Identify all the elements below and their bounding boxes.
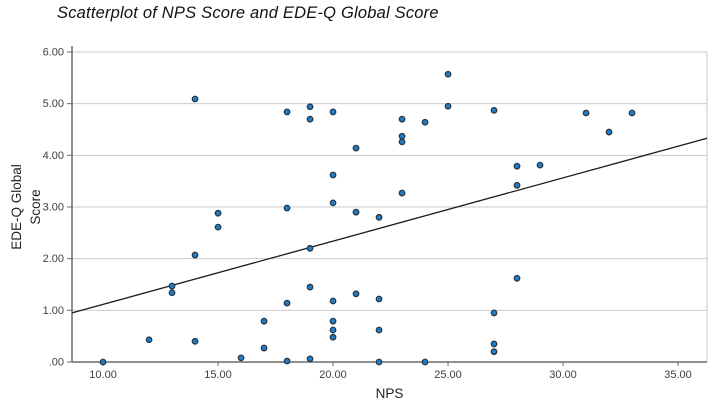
y-tick-label: .00: [49, 357, 64, 369]
data-point: [398, 138, 406, 146]
x-tick-label: 15.00: [204, 369, 232, 381]
y-tick-label: 5.00: [43, 98, 64, 110]
data-point: [421, 358, 429, 366]
data-point: [99, 358, 107, 366]
data-point: [329, 333, 337, 341]
x-tick-label: 20.00: [319, 369, 347, 381]
data-point: [214, 223, 222, 231]
data-point: [375, 295, 383, 303]
data-point: [306, 244, 314, 252]
data-point: [283, 299, 291, 307]
data-point: [260, 317, 268, 325]
data-point: [145, 336, 153, 344]
data-point: [329, 108, 337, 116]
data-point: [490, 106, 498, 114]
x-tick-label: 30.00: [549, 369, 577, 381]
x-tick-label: 35.00: [664, 369, 692, 381]
y-tick-label: 3.00: [43, 202, 64, 214]
data-point: [490, 348, 498, 356]
data-point: [329, 317, 337, 325]
x-axis-title: NPS: [375, 386, 404, 401]
data-point: [444, 102, 452, 110]
data-point: [283, 108, 291, 116]
data-point: [490, 309, 498, 317]
data-point: [490, 340, 498, 348]
data-point: [628, 109, 636, 117]
data-point: [398, 132, 406, 140]
data-point: [352, 144, 360, 152]
data-point: [168, 282, 176, 290]
data-point: [398, 115, 406, 123]
chart-title: Scatterplot of NPS Score and EDE-Q Globa…: [57, 4, 439, 22]
data-point: [306, 103, 314, 111]
data-point: [306, 283, 314, 291]
data-point: [283, 357, 291, 365]
data-point: [191, 95, 199, 103]
data-point: [375, 358, 383, 366]
data-point: [352, 290, 360, 298]
data-point: [536, 161, 544, 169]
data-point: [191, 337, 199, 345]
data-point: [329, 297, 337, 305]
data-point: [375, 326, 383, 334]
data-point: [513, 274, 521, 282]
data-point: [237, 354, 245, 362]
data-point: [513, 162, 521, 170]
data-point: [352, 208, 360, 216]
y-tick-label: 4.00: [43, 150, 64, 162]
y-tick-label: 6.00: [43, 47, 64, 59]
regression-line: [71, 137, 708, 314]
data-point: [375, 213, 383, 221]
data-point: [329, 171, 337, 179]
data-point: [306, 355, 314, 363]
y-tick-label: 2.00: [43, 253, 64, 265]
data-point: [329, 199, 337, 207]
y-tick-label: 1.00: [43, 305, 64, 317]
data-point: [398, 189, 406, 197]
data-point: [513, 181, 521, 189]
x-tick-label: 25.00: [434, 369, 462, 381]
data-point: [329, 326, 337, 334]
data-point: [306, 115, 314, 123]
data-point: [283, 204, 291, 212]
x-tick-label: 10.00: [89, 369, 117, 381]
data-point: [444, 70, 452, 78]
data-point: [582, 109, 590, 117]
data-point: [214, 209, 222, 217]
data-point: [191, 251, 199, 259]
data-point: [168, 289, 176, 297]
data-point: [421, 118, 429, 126]
data-point: [260, 344, 268, 352]
data-point: [605, 128, 613, 136]
